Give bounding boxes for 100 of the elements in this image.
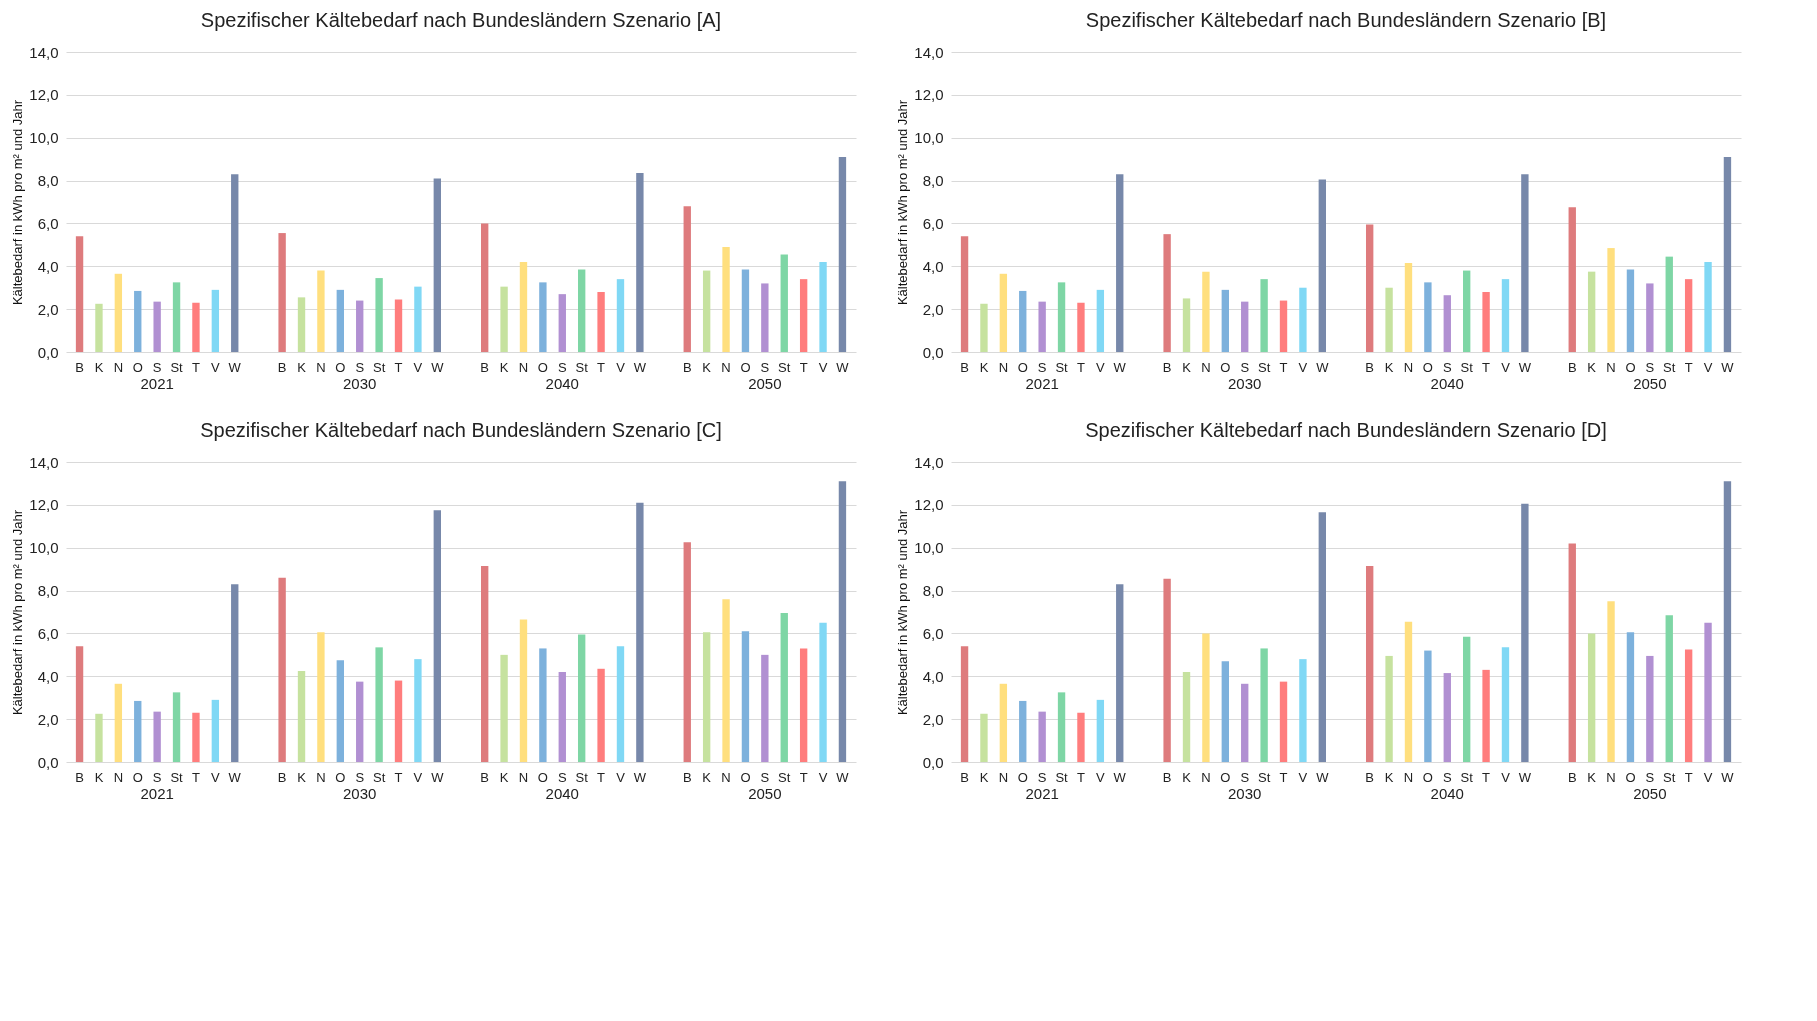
bar: [960, 646, 969, 762]
x-tick-label: 2040: [1430, 784, 1464, 802]
y-tick-label: 10,0: [29, 539, 59, 557]
text: T: [1279, 360, 1288, 375]
bar: [1704, 262, 1712, 352]
series-label: T: [1076, 770, 1085, 785]
bar: [1019, 290, 1027, 352]
x-tick-label: 2021: [140, 784, 174, 802]
bar: [1684, 279, 1693, 352]
bar: [683, 542, 691, 762]
y-tick-label: 2,0: [37, 300, 59, 318]
y-tick-label: 6,0: [922, 214, 944, 232]
text: V: [1096, 360, 1105, 375]
text: N: [113, 360, 124, 375]
text: B: [960, 770, 969, 785]
text: B: [480, 770, 490, 785]
bar: [1482, 292, 1490, 352]
text: V: [1298, 770, 1308, 785]
text: V: [818, 360, 828, 375]
text: St: [575, 770, 588, 785]
bar: [1318, 179, 1326, 352]
text: S: [557, 360, 567, 375]
bar: [414, 659, 422, 762]
y-tick-label: 4,0: [922, 257, 944, 275]
text: W: [633, 360, 647, 375]
text: St: [1663, 360, 1676, 375]
bar: [278, 577, 286, 762]
bar: [761, 283, 769, 352]
series-label: B: [277, 770, 287, 785]
x-tick-label: 2030: [343, 784, 377, 802]
text: K: [297, 770, 306, 785]
series-label: V: [1501, 770, 1511, 785]
series-label: W: [228, 360, 242, 375]
text: St: [372, 770, 386, 785]
bar: [192, 712, 200, 762]
bar: [375, 278, 383, 352]
bar: [1665, 615, 1673, 762]
text: N: [721, 360, 731, 375]
bar: [558, 672, 566, 762]
text: N: [1606, 770, 1616, 785]
text: V: [1703, 770, 1713, 785]
text: V: [1096, 770, 1105, 785]
text: S: [1037, 770, 1047, 785]
series-label: W: [1721, 770, 1735, 785]
bar: [211, 699, 220, 762]
text: St: [575, 360, 588, 375]
bar: [1587, 633, 1596, 762]
y-tick-label: 6,0: [37, 214, 59, 232]
y-tick-label: 4,0: [37, 257, 59, 275]
y-tick-label: 2,0: [37, 710, 59, 728]
bar: [1241, 683, 1249, 762]
bar: [481, 565, 489, 762]
bar: [1038, 301, 1046, 352]
y-tick-label: 8,0: [922, 582, 944, 600]
y-tick-label: 12,0: [914, 86, 944, 104]
bar: [317, 632, 325, 762]
text: B: [1162, 360, 1172, 375]
bar: [1279, 300, 1288, 352]
bar: [297, 297, 306, 352]
text: V: [1298, 360, 1308, 375]
text: O: [1625, 770, 1636, 785]
bar: [75, 646, 84, 762]
bar: [578, 634, 586, 762]
y-tick-label: 0,0: [922, 753, 944, 771]
text: W: [1113, 770, 1126, 785]
bar: [1057, 692, 1066, 762]
text: T: [597, 360, 606, 375]
series-label: O: [335, 770, 346, 785]
bar: [1163, 234, 1171, 352]
text: W: [431, 360, 444, 375]
bar: [1646, 655, 1654, 762]
bar: [192, 302, 200, 352]
y-tick-label: 10,0: [914, 539, 944, 557]
series-label: B: [1567, 360, 1577, 375]
text: St: [1257, 770, 1271, 785]
bar: [636, 502, 644, 762]
text: St: [170, 360, 183, 375]
text: V: [413, 360, 423, 375]
text: St: [1257, 360, 1271, 375]
text: W: [1316, 770, 1329, 785]
bar: [539, 282, 547, 352]
bar: [433, 178, 441, 352]
text: W: [836, 360, 849, 375]
bar: [1463, 270, 1471, 352]
x-tick-label: 2050: [1633, 374, 1667, 392]
text: B: [1365, 770, 1375, 785]
y-tick-label: 0,0: [922, 343, 944, 361]
bar: [1077, 302, 1085, 352]
text: N: [1606, 360, 1616, 375]
y-tick-label: 2,0: [922, 300, 944, 318]
series-label: K: [94, 360, 104, 375]
y-axis-title: Kältebedarf in kWh pro m² und Jahr: [10, 509, 26, 716]
series-label: N: [1201, 770, 1211, 785]
text: N: [518, 360, 529, 375]
text: T: [1482, 360, 1491, 375]
bar: [211, 289, 220, 352]
bar: [95, 713, 103, 762]
bar: [980, 303, 988, 352]
bar: [114, 683, 123, 762]
text: K: [702, 770, 711, 785]
